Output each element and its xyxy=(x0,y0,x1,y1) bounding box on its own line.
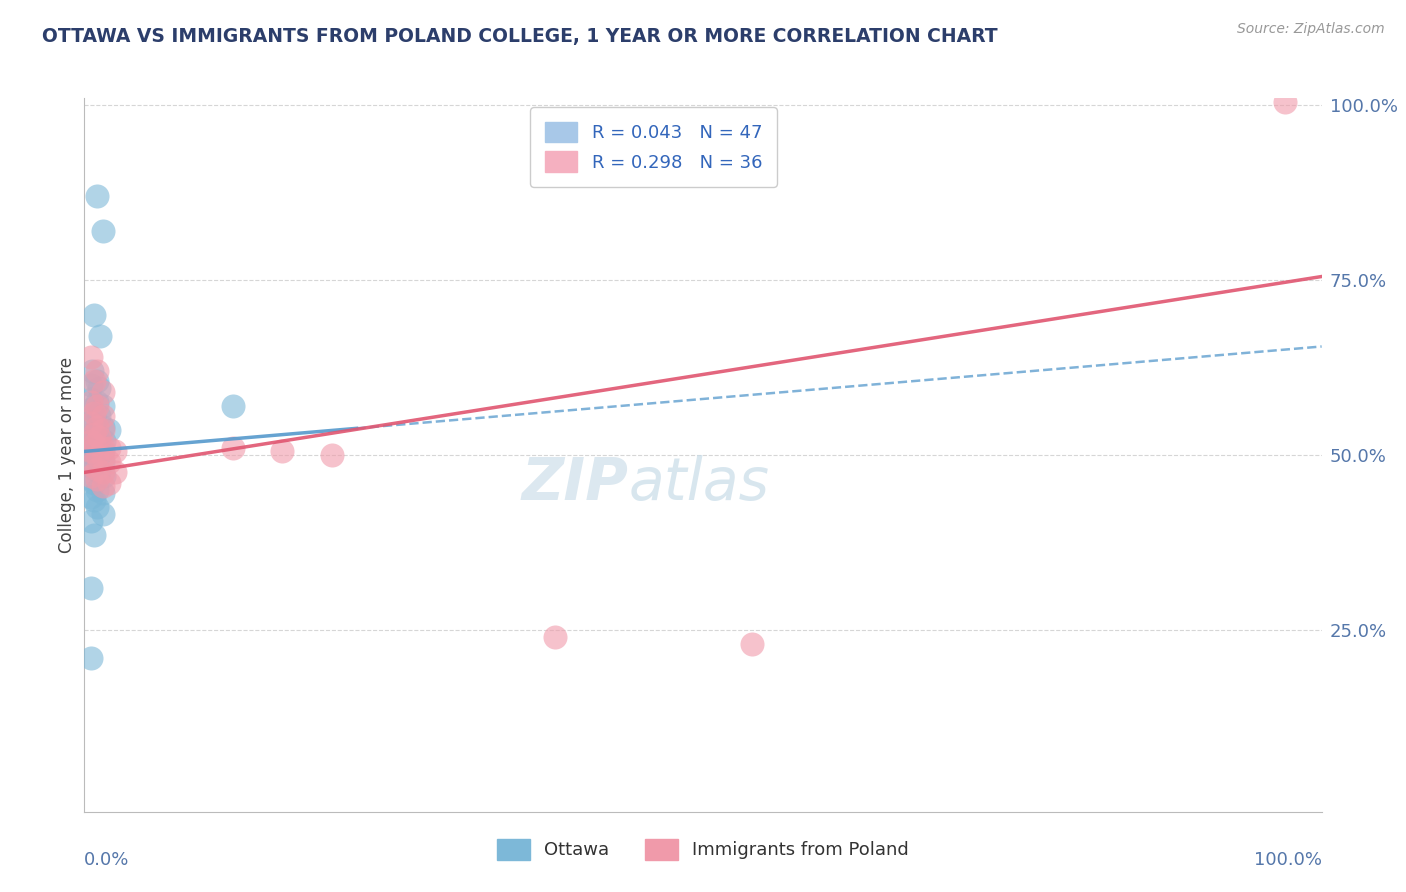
Point xyxy=(79,472,101,486)
Point xyxy=(79,515,101,529)
Point xyxy=(91,399,114,413)
Point xyxy=(89,329,111,343)
Point xyxy=(86,420,108,434)
Point xyxy=(89,434,111,448)
Point xyxy=(91,466,114,480)
Point xyxy=(83,409,105,424)
Point xyxy=(98,475,121,490)
Point xyxy=(79,458,101,473)
Point xyxy=(79,417,101,431)
Point xyxy=(79,581,101,595)
Point xyxy=(98,441,121,455)
Point xyxy=(86,448,108,462)
Point xyxy=(79,444,101,458)
Point xyxy=(83,426,105,441)
Point xyxy=(83,475,105,490)
Point xyxy=(91,424,114,438)
Point xyxy=(79,426,101,441)
Y-axis label: College, 1 year or more: College, 1 year or more xyxy=(58,357,76,553)
Point xyxy=(86,375,108,389)
Point xyxy=(83,375,105,389)
Point xyxy=(83,493,105,508)
Point xyxy=(98,455,121,469)
Point xyxy=(91,444,114,458)
Point xyxy=(91,455,114,469)
Point xyxy=(98,424,121,438)
Point xyxy=(86,472,108,486)
Point xyxy=(79,350,101,364)
Point xyxy=(79,402,101,417)
Point xyxy=(543,630,565,644)
Point xyxy=(79,392,101,406)
Point xyxy=(83,448,105,462)
Point xyxy=(83,430,105,444)
Point xyxy=(80,364,103,378)
Point xyxy=(79,469,101,483)
Point xyxy=(1274,95,1296,109)
Point xyxy=(104,444,127,458)
Point xyxy=(89,381,111,395)
Point xyxy=(89,409,111,424)
Point xyxy=(86,189,108,203)
Point xyxy=(83,528,105,542)
Point xyxy=(91,441,114,455)
Point xyxy=(83,437,105,451)
Point xyxy=(83,462,105,476)
Point xyxy=(93,469,115,483)
Point xyxy=(104,466,127,480)
Point xyxy=(741,637,763,651)
Point xyxy=(91,479,114,493)
Point xyxy=(222,399,245,413)
Point xyxy=(79,417,101,431)
Point xyxy=(271,444,294,458)
Point xyxy=(86,420,108,434)
Point xyxy=(79,458,101,473)
Text: 100.0%: 100.0% xyxy=(1254,851,1322,869)
Point xyxy=(79,378,101,392)
Text: atlas: atlas xyxy=(628,455,769,512)
Point xyxy=(79,437,101,451)
Text: 0.0%: 0.0% xyxy=(84,851,129,869)
Point xyxy=(91,224,114,238)
Point xyxy=(79,395,101,409)
Point xyxy=(89,466,111,480)
Text: Source: ZipAtlas.com: Source: ZipAtlas.com xyxy=(1237,22,1385,37)
Point xyxy=(83,441,105,455)
Point xyxy=(86,399,108,413)
Point xyxy=(91,420,114,434)
Point xyxy=(91,384,114,399)
Point xyxy=(222,441,245,455)
Legend: Ottawa, Immigrants from Poland: Ottawa, Immigrants from Poland xyxy=(489,831,917,867)
Point xyxy=(321,448,343,462)
Point xyxy=(86,483,108,497)
Text: ZIP: ZIP xyxy=(522,455,628,512)
Point xyxy=(93,434,115,448)
Point xyxy=(91,486,114,500)
Point xyxy=(89,430,111,444)
Point xyxy=(91,409,114,424)
Point xyxy=(83,406,105,420)
Point xyxy=(86,395,108,409)
Point xyxy=(86,451,108,466)
Point xyxy=(79,490,101,504)
Text: OTTAWA VS IMMIGRANTS FROM POLAND COLLEGE, 1 YEAR OR MORE CORRELATION CHART: OTTAWA VS IMMIGRANTS FROM POLAND COLLEGE… xyxy=(42,27,998,45)
Point xyxy=(86,364,108,378)
Point xyxy=(86,462,108,476)
Point xyxy=(86,441,108,455)
Point xyxy=(83,308,105,322)
Point xyxy=(91,508,114,522)
Point xyxy=(79,448,101,462)
Point xyxy=(79,434,101,448)
Point xyxy=(86,500,108,515)
Point xyxy=(91,451,114,466)
Point xyxy=(79,650,101,665)
